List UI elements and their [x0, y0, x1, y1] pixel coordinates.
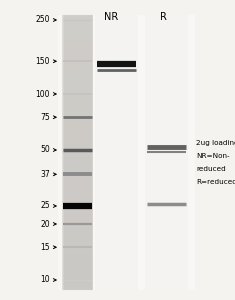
Text: 25: 25 [40, 202, 50, 211]
Text: 150: 150 [35, 57, 50, 66]
Text: R: R [160, 12, 166, 22]
Text: 2ug loading: 2ug loading [196, 140, 235, 146]
Text: NR=Non-: NR=Non- [196, 153, 230, 159]
Bar [62, 15, 93, 290]
Text: reduced: reduced [196, 166, 226, 172]
Text: 250: 250 [35, 16, 50, 25]
Text: 20: 20 [40, 220, 50, 229]
Text: 75: 75 [40, 113, 50, 122]
Text: R=reduced: R=reduced [196, 179, 235, 185]
Text: 10: 10 [40, 275, 50, 284]
Bar [58, 15, 195, 290]
Text: 15: 15 [40, 243, 50, 252]
Text: 100: 100 [35, 89, 50, 98]
Bar [145, 15, 188, 290]
Text: 50: 50 [40, 146, 50, 154]
Text: 37: 37 [40, 170, 50, 179]
Text: NR: NR [104, 12, 118, 22]
Bar [95, 15, 138, 290]
